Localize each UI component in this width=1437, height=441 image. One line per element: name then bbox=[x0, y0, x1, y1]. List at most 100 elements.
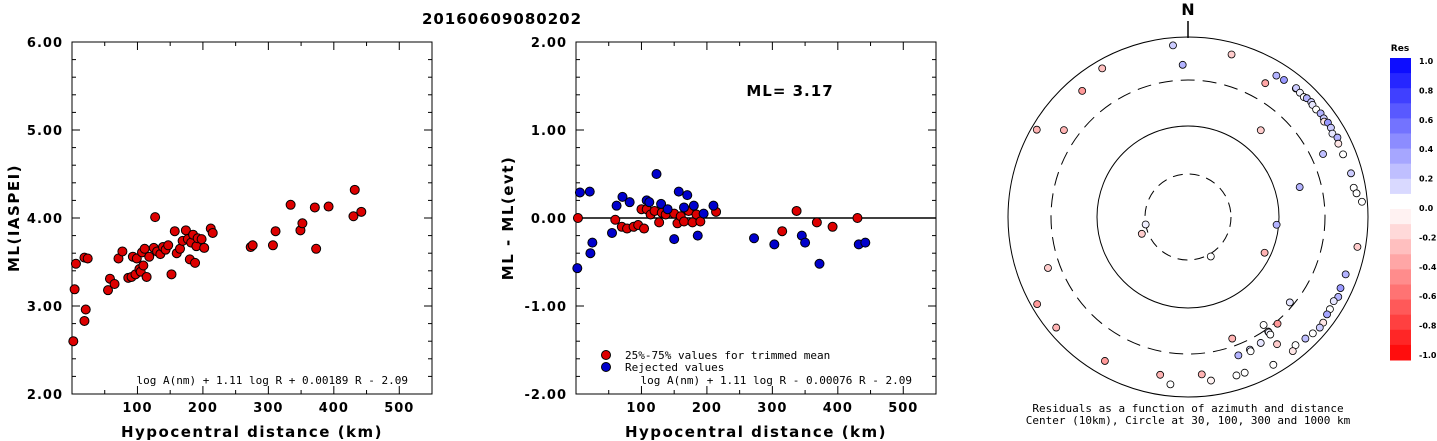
ml-residual-data-point bbox=[584, 186, 595, 197]
ml-iaspei-data-point bbox=[196, 234, 207, 245]
legend-marker-trimmed bbox=[601, 350, 611, 360]
ml-residual-ytick-label: -1.00 bbox=[525, 300, 567, 315]
ml-iaspei-xtick-label: 500 bbox=[384, 401, 414, 416]
ml-iaspei-panel: Hypocentral distance (km) ML(IASPEI) log… bbox=[5, 36, 433, 441]
ml-residual-ytick-label: 0.00 bbox=[531, 212, 567, 227]
station-residual-point bbox=[1137, 229, 1146, 238]
ml-residual-data-point bbox=[800, 237, 811, 248]
colorbar-cell bbox=[1390, 254, 1411, 270]
ml-iaspei-data-point bbox=[138, 260, 149, 271]
colorbar-cell bbox=[1390, 133, 1411, 150]
ml-residual-data-point bbox=[791, 205, 802, 216]
colorbar-cell bbox=[1390, 209, 1411, 225]
station-residual-point bbox=[1301, 334, 1310, 343]
station-residual-point bbox=[1285, 298, 1294, 307]
ml-residual-data-point bbox=[749, 233, 760, 244]
ml-iaspei-data-point bbox=[68, 336, 79, 347]
ml-iaspei-data-point bbox=[103, 285, 113, 296]
colorbar-cell bbox=[1390, 224, 1411, 240]
ml-iaspei-data-point bbox=[141, 271, 152, 282]
colorbar-tick-label: 0.4 bbox=[1419, 145, 1434, 154]
ml-iaspei-data-point bbox=[356, 206, 367, 217]
ml-iaspei-data-point bbox=[309, 202, 320, 213]
ml-residual-data-point bbox=[682, 190, 693, 201]
colorbar-cell bbox=[1390, 329, 1411, 346]
ml-iaspei-ytick-label: 4.00 bbox=[27, 212, 63, 227]
ml-iaspei-data-point bbox=[267, 240, 278, 251]
station-residual-point bbox=[1246, 347, 1255, 356]
colorbar-cell bbox=[1390, 118, 1411, 134]
ml-residual-data-point bbox=[673, 186, 684, 197]
ml-residual-data-point bbox=[611, 200, 622, 211]
colorbar-tick-label: 0.6 bbox=[1419, 116, 1434, 125]
station-residual-point bbox=[1334, 139, 1343, 148]
ml-residual-data-point bbox=[852, 213, 863, 223]
colorbar-cell bbox=[1390, 284, 1411, 301]
ml-iaspei-ytick-label: 5.00 bbox=[27, 124, 63, 139]
station-residual-point bbox=[1207, 376, 1215, 385]
ml-iaspei-data-point bbox=[166, 269, 177, 280]
colorbar-cell bbox=[1390, 314, 1411, 331]
colorbar-cell bbox=[1390, 88, 1411, 104]
ml-residual-data-point bbox=[769, 239, 780, 250]
ml-residual-data-point bbox=[698, 208, 709, 219]
ml-iaspei-data-point bbox=[199, 242, 210, 253]
ml-residual-xtick-label: 200 bbox=[692, 401, 722, 416]
station-residual-point bbox=[1141, 220, 1150, 229]
ring-300km bbox=[1050, 79, 1326, 355]
ml-residual-data-point bbox=[624, 197, 635, 208]
station-residual-point bbox=[1341, 270, 1350, 279]
ml-iaspei-data-point bbox=[270, 226, 281, 237]
station-residual-point bbox=[1032, 125, 1041, 134]
ml-iaspei-data-point bbox=[144, 251, 155, 262]
ml-residual-ylabel: ML - ML(evt) bbox=[499, 156, 517, 280]
station-residual-point bbox=[1339, 150, 1347, 159]
colorbar-cell bbox=[1390, 178, 1411, 195]
ml-iaspei-data-point bbox=[323, 201, 334, 212]
station-residual-point bbox=[1060, 126, 1068, 135]
station-residual-point bbox=[1166, 380, 1175, 389]
azimuth-distance-polar-plot: N Residuals as a function of azimuth and… bbox=[1007, 0, 1369, 427]
ml-residual-data-point bbox=[777, 226, 788, 237]
ml-residual-data-point bbox=[572, 213, 583, 223]
colorbar-cell bbox=[1390, 269, 1411, 285]
ring-1000km bbox=[1007, 36, 1369, 398]
ml-iaspei-data-point bbox=[109, 279, 120, 289]
ml-residual-data-point bbox=[610, 214, 621, 225]
station-residual-point bbox=[1358, 197, 1366, 206]
station-residual-point bbox=[1266, 330, 1275, 339]
ml-iaspei-ytick-label: 2.00 bbox=[27, 388, 63, 403]
ml-iaspei-data-point bbox=[117, 246, 128, 257]
ml-iaspei-data-point bbox=[79, 315, 90, 326]
station-residual-point bbox=[1044, 264, 1052, 272]
ring-100km bbox=[1096, 125, 1280, 309]
station-residual-point bbox=[1295, 183, 1304, 191]
ml-iaspei-data-point bbox=[70, 258, 81, 269]
ml-residual-formula: log A(nm) + 1.11 log R - 0.00076 R - 2.0… bbox=[640, 374, 912, 387]
station-residual-point bbox=[1308, 329, 1317, 338]
legend-label-trimmed: 25%-75% values for trimmed mean bbox=[625, 349, 830, 362]
ml-iaspei-data-point bbox=[80, 304, 91, 315]
colorbar-cell bbox=[1390, 344, 1411, 361]
station-residual-point bbox=[1259, 321, 1268, 329]
colorbar-title: Res bbox=[1391, 44, 1409, 54]
station-residual-point bbox=[1156, 370, 1165, 379]
ml-iaspei-ylabel: ML(IASPEI) bbox=[5, 164, 23, 272]
station-residual-point bbox=[1347, 169, 1355, 178]
station-residual-point bbox=[1256, 339, 1265, 347]
colorbar-cell bbox=[1390, 193, 1411, 210]
ml-iaspei-data-point bbox=[297, 218, 308, 229]
ml-iaspei-xtick-label: 200 bbox=[188, 401, 218, 416]
ml-iaspei-data-point bbox=[349, 184, 360, 195]
ml-residual-xtick-label: 100 bbox=[626, 401, 656, 416]
colorbar-tick-label: -0.8 bbox=[1419, 322, 1437, 331]
colorbar-tick-label: -0.2 bbox=[1419, 233, 1437, 242]
ml-residual-data-point bbox=[860, 237, 871, 248]
ml-residual-data-point bbox=[644, 197, 655, 208]
ml-residual-ytick-label: -2.00 bbox=[525, 388, 567, 403]
colorbar-tick-label: 0.8 bbox=[1419, 86, 1434, 95]
colorbar-cell bbox=[1390, 163, 1411, 180]
station-residual-point bbox=[1078, 86, 1087, 95]
colorbar-cell bbox=[1390, 58, 1411, 74]
station-residual-point bbox=[1261, 79, 1270, 88]
